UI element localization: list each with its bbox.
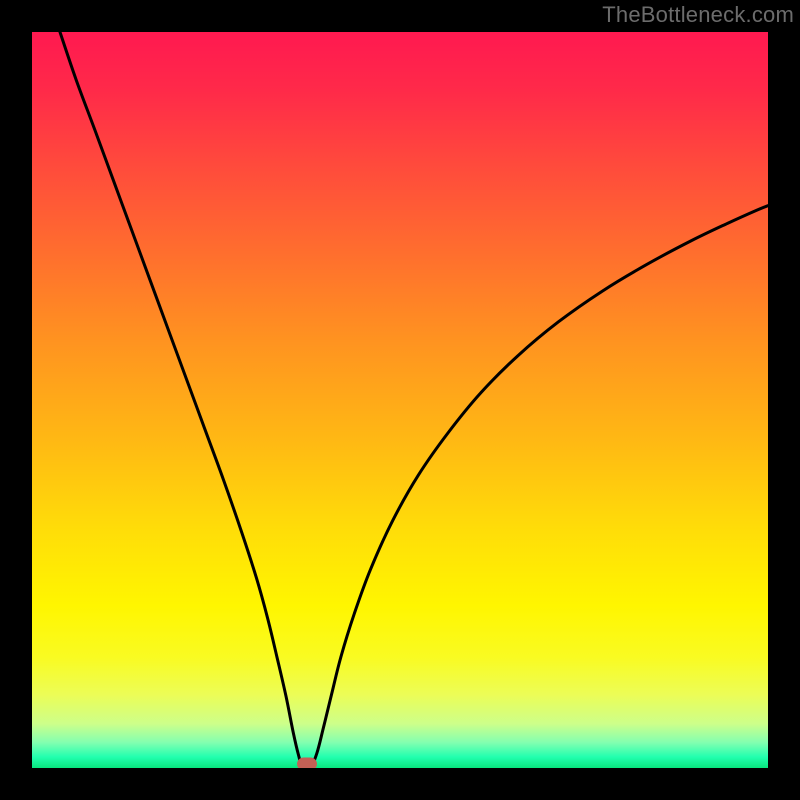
plot-area <box>32 32 768 768</box>
chart-root: TheBottleneck.com <box>0 0 800 800</box>
bottleneck-curve <box>32 32 768 768</box>
watermark-text: TheBottleneck.com <box>602 2 794 28</box>
minimum-marker <box>297 757 317 768</box>
